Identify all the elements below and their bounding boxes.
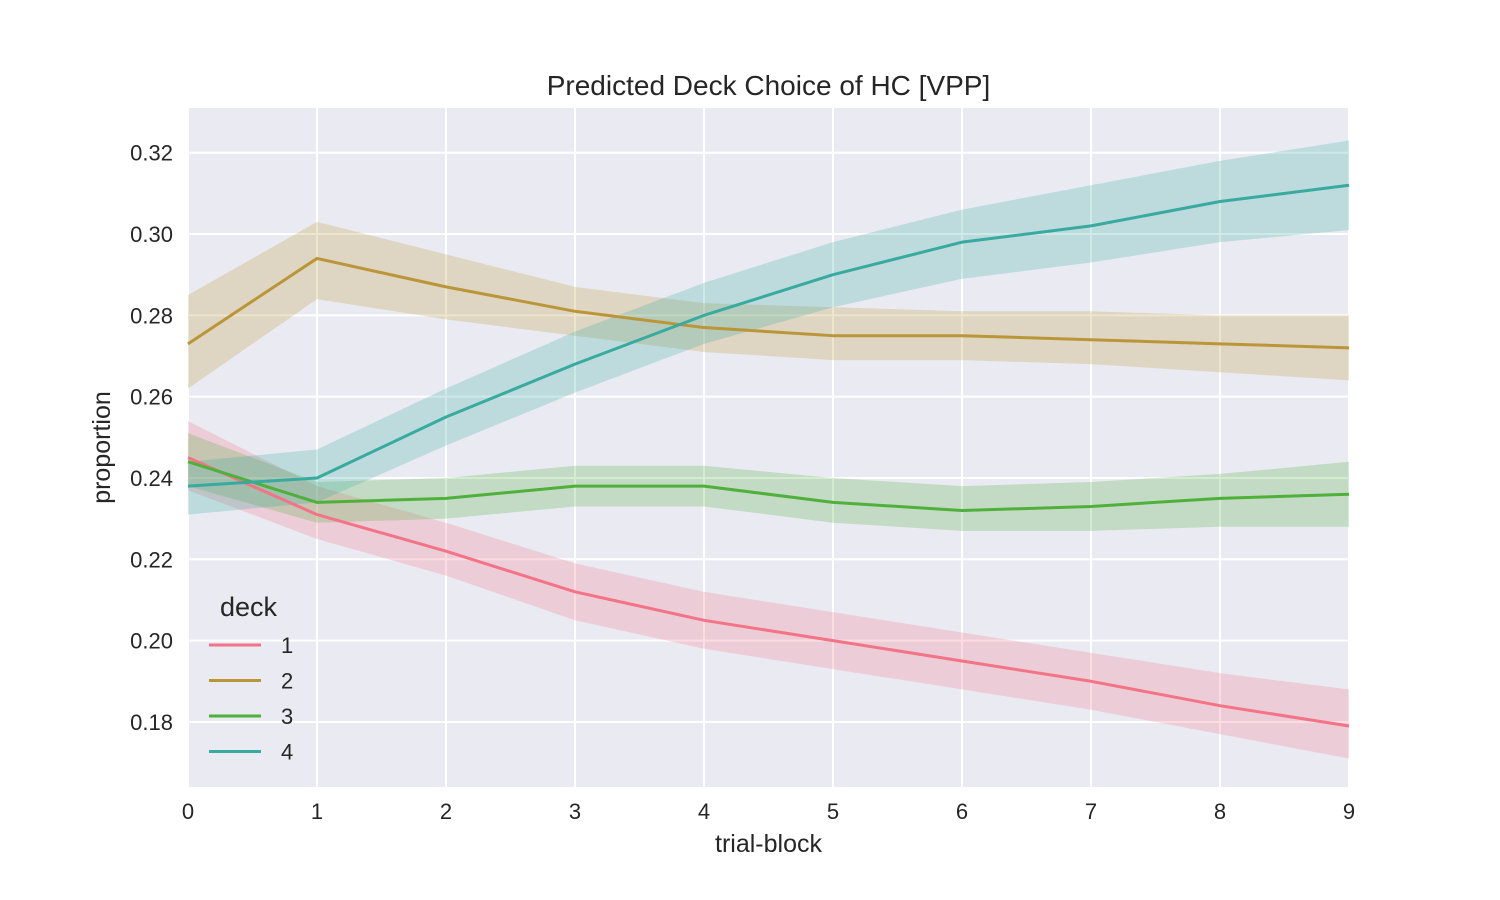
x-tick-label: 8 xyxy=(1214,799,1226,824)
y-tick-label: 0.20 xyxy=(130,629,173,654)
y-tick-labels: 0.18 0.20 0.22 0.24 0.26 0.28 0.30 0.32 xyxy=(130,141,173,735)
y-tick-label: 0.18 xyxy=(130,710,173,735)
x-axis-label: trial-block xyxy=(715,830,822,858)
x-tick-label: 4 xyxy=(698,799,710,824)
y-tick-label: 0.32 xyxy=(130,141,173,166)
grid xyxy=(187,108,1350,787)
x-tick-label: 1 xyxy=(311,799,323,824)
series-1-band xyxy=(188,421,1349,759)
legend-title: deck xyxy=(220,592,278,622)
legend-label-1: 1 xyxy=(281,633,293,658)
series-4-line xyxy=(187,183,1350,488)
y-tick-label: 0.30 xyxy=(130,222,173,247)
series-2-band xyxy=(188,221,1349,389)
legend: deck 1 2 3 4 xyxy=(209,592,293,765)
legend-label-3: 3 xyxy=(281,704,293,729)
chart-title: Predicted Deck Choice of HC [VPP] xyxy=(547,70,991,101)
legend-label-2: 2 xyxy=(281,669,293,694)
legend-label-4: 4 xyxy=(281,740,293,765)
x-tick-labels: 0 1 2 3 4 5 6 7 8 9 xyxy=(182,799,1355,824)
x-tick-label: 0 xyxy=(182,799,194,824)
series-lines xyxy=(187,183,1350,728)
y-tick-label: 0.26 xyxy=(130,385,173,410)
x-tick-label: 6 xyxy=(956,799,968,824)
x-tick-label: 5 xyxy=(827,799,839,824)
y-tick-label: 0.28 xyxy=(130,303,173,328)
x-tick-label: 7 xyxy=(1085,799,1097,824)
series-4-band xyxy=(188,140,1349,515)
series-2-line xyxy=(187,256,1350,350)
y-tick-label: 0.24 xyxy=(130,466,173,491)
y-axis-label: proportion xyxy=(88,391,116,504)
y-tick-label: 0.22 xyxy=(130,547,173,572)
series-1-line xyxy=(187,456,1350,728)
x-tick-label: 3 xyxy=(569,799,581,824)
series-3-line xyxy=(187,460,1350,513)
x-tick-label: 2 xyxy=(440,799,452,824)
x-tick-label: 9 xyxy=(1343,799,1355,824)
